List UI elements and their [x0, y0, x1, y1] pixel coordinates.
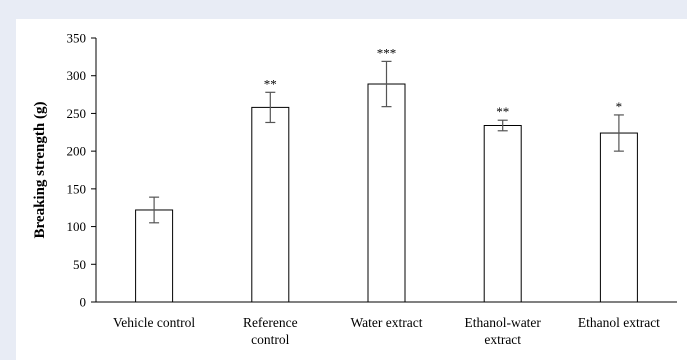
- bar: [135, 209, 174, 303]
- significance-label: ***: [377, 45, 397, 60]
- bar: [367, 83, 406, 303]
- x-tick-label: extract: [484, 332, 521, 347]
- y-tick-label: 200: [67, 144, 87, 159]
- y-tick-label: 300: [67, 68, 87, 83]
- y-axis-label: Breaking strength (g): [32, 102, 48, 239]
- y-tick-label: 50: [73, 257, 86, 272]
- y-tick-label: 250: [67, 106, 87, 121]
- x-tick-label: control: [251, 332, 289, 347]
- x-tick-label: Reference: [243, 315, 298, 330]
- x-tick-label: Ethanol-water: [464, 315, 541, 330]
- significance-label: **: [496, 104, 509, 119]
- y-tick-label: 350: [67, 31, 87, 46]
- y-tick-label: 150: [67, 181, 87, 196]
- bar-chart: 0 50 100 150 200 250 300 350 Breaking strength …: [32, 31, 677, 347]
- x-tick-label: Vehicle control: [113, 315, 195, 330]
- y-tick-label: 100: [67, 219, 87, 234]
- x-tick-label: Water extract: [351, 315, 423, 330]
- significance-label: *: [616, 99, 623, 114]
- significance-label: **: [264, 76, 277, 91]
- bar: [483, 124, 522, 303]
- bars-group: [135, 60, 638, 303]
- x-tick-label: Ethanol extract: [578, 315, 660, 330]
- y-tick-label: 0: [80, 295, 87, 310]
- bar: [599, 132, 638, 303]
- chart-panel: 0 50 100 150 200 250 300 350 Breaking strength …: [16, 19, 687, 360]
- bar: [251, 106, 290, 303]
- axes: 0 50 100 150 200 250 300 350: [67, 31, 677, 310]
- labels-group: Breaking strength (g) Vehicle control ** Re…: [32, 45, 660, 347]
